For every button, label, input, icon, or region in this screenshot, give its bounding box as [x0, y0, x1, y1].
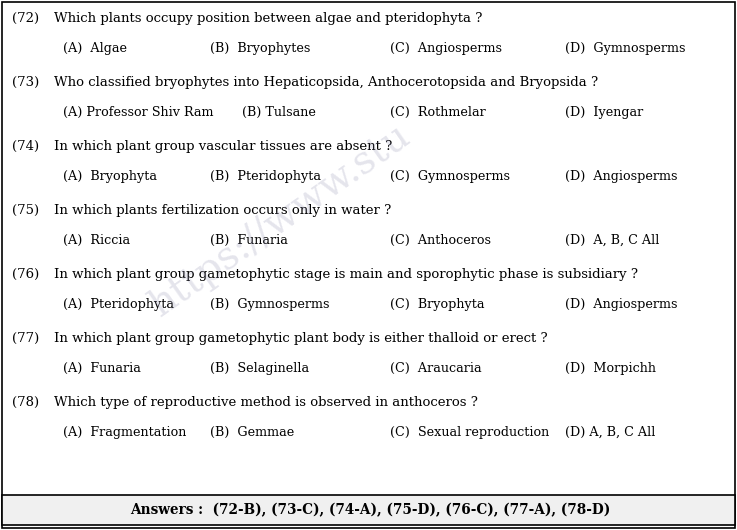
Text: Answers :  (72-B), (73-C), (74-A), (75-D), (76-C), (77-A), (78-D): Answers : (72-B), (73-C), (74-A), (75-D)… [130, 503, 610, 517]
Text: In which plant group gametophytic stage is main and sporophytic phase is subsidi: In which plant group gametophytic stage … [54, 268, 638, 281]
Text: (A) Professor Shiv Ram: (A) Professor Shiv Ram [63, 106, 214, 119]
Text: (73): (73) [12, 76, 39, 89]
Text: Who classified bryophytes into Hepaticopsida, Anthocerotopsida and Bryopsida ?: Who classified bryophytes into Hepaticop… [54, 76, 598, 89]
Text: (B)  Gymnosperms: (B) Gymnosperms [210, 298, 329, 311]
Text: (A)  Pteridophyta: (A) Pteridophyta [63, 298, 174, 311]
Text: Which type of reproductive method is observed in anthoceros ?: Which type of reproductive method is obs… [54, 396, 478, 409]
Text: (C)  Rothmelar: (C) Rothmelar [390, 106, 486, 119]
Text: (74): (74) [12, 140, 39, 153]
Text: (C)  Araucaria: (C) Araucaria [390, 362, 481, 375]
Text: (D)  Iyengar: (D) Iyengar [565, 106, 643, 119]
Text: https://www.stu: https://www.stu [143, 117, 417, 323]
Text: (D)  Morpichh: (D) Morpichh [565, 362, 656, 375]
Text: Which plants occupy position between algae and pteridophyta ?: Which plants occupy position between alg… [54, 12, 483, 25]
Text: (C)  Angiosperms: (C) Angiosperms [390, 42, 502, 55]
Text: (A)  Algae: (A) Algae [63, 42, 127, 55]
Text: (D) A, B, C All: (D) A, B, C All [565, 426, 655, 439]
Text: In which plants fertilization occurs only in water ?: In which plants fertilization occurs onl… [54, 204, 391, 217]
Text: (75): (75) [12, 204, 39, 217]
Text: (78): (78) [12, 396, 39, 409]
Text: In which plant group gametophytic plant body is either thalloid or erect ?: In which plant group gametophytic plant … [54, 332, 548, 345]
Text: (A)  Riccia: (A) Riccia [63, 234, 130, 247]
Text: (B)  Pteridophyta: (B) Pteridophyta [210, 170, 321, 183]
Text: (D)  Gymnosperms: (D) Gymnosperms [565, 42, 685, 55]
Text: (C)  Gymnosperms: (C) Gymnosperms [390, 170, 510, 183]
FancyBboxPatch shape [2, 495, 735, 525]
Text: (B)  Selaginella: (B) Selaginella [210, 362, 309, 375]
Text: (C)  Bryophyta: (C) Bryophyta [390, 298, 484, 311]
Text: (D)  A, B, C All: (D) A, B, C All [565, 234, 660, 247]
Text: (B)  Bryophytes: (B) Bryophytes [210, 42, 310, 55]
Text: (A)  Bryophyta: (A) Bryophyta [63, 170, 157, 183]
Text: (76): (76) [12, 268, 39, 281]
Text: (B)  Gemmae: (B) Gemmae [210, 426, 294, 439]
Text: (C)  Sexual reproduction: (C) Sexual reproduction [390, 426, 549, 439]
Text: (B) Tulsane: (B) Tulsane [242, 106, 316, 119]
Text: (77): (77) [12, 332, 39, 345]
Text: (A)  Fragmentation: (A) Fragmentation [63, 426, 186, 439]
Text: (72): (72) [12, 12, 39, 25]
Text: In which plant group vascular tissues are absent ?: In which plant group vascular tissues ar… [54, 140, 392, 153]
Text: (D)  Angiosperms: (D) Angiosperms [565, 170, 677, 183]
Text: (D)  Angiosperms: (D) Angiosperms [565, 298, 677, 311]
Text: (B)  Funaria: (B) Funaria [210, 234, 288, 247]
Text: (C)  Anthoceros: (C) Anthoceros [390, 234, 491, 247]
Text: (A)  Funaria: (A) Funaria [63, 362, 141, 375]
